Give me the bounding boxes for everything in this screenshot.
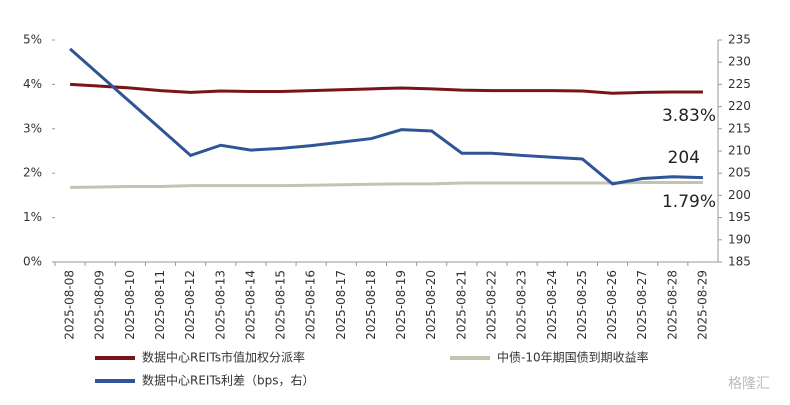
series-line [69,47,703,186]
x-tick-label: 2025-08-16 [304,270,318,340]
legend-label: 数据中心REITs市值加权分派率 [142,350,305,365]
legend-label: 数据中心REITs利差（bps，右） [142,373,315,388]
y-tick-label: 3% [23,121,42,135]
x-tick-label: 2025-08-26 [605,270,619,340]
annotation: 3.83% [662,106,716,126]
x-tick-label: 2025-08-20 [424,270,438,340]
x-tick-label: 2025-08-18 [364,270,378,340]
x-tick-label: 2025-08-08 [63,270,77,340]
x-tick-label: 2025-08-13 [213,270,227,340]
y2-tick-label: 235 [728,33,751,47]
y-tick-label: 1% [23,210,42,224]
x-tick-label: 2025-08-15 [274,270,288,340]
x-tick-label: 2025-08-21 [454,270,468,340]
y2-tick-label: 205 [728,166,751,180]
y-tick-label: 4% [23,77,42,91]
y2-tick-label: 225 [728,77,751,91]
x-tick-label: 2025-08-14 [243,270,257,340]
y2-tick-label: 220 [728,99,751,113]
x-tick-label: 2025-08-27 [635,270,649,340]
y-tick-label: 0% [23,255,42,269]
x-tick-label: 2025-08-24 [545,270,559,340]
watermark: 格隆汇 [728,376,770,392]
y-tick-label: 5% [23,33,42,47]
annotation: 1.79% [662,192,716,212]
x-tick-label: 2025-08-29 [695,270,709,340]
x-tick-label: 2025-08-11 [153,270,167,340]
y2-tick-label: 195 [728,210,751,224]
x-tick-label: 2025-08-25 [575,270,589,340]
annotation: 204 [668,148,700,168]
x-tick-label: 2025-08-17 [334,270,348,340]
y2-tick-label: 210 [728,144,751,158]
x-tick-label: 2025-08-19 [394,270,408,340]
y-tick-label: 2% [23,166,42,180]
x-tick-label: 2025-08-10 [123,270,137,340]
legend-label: 中债-10年期国债到期收益率 [497,350,649,365]
x-tick-label: 2025-08-22 [484,270,498,340]
series-line [69,82,703,95]
x-tick-label: 2025-08-23 [515,270,529,340]
y2-tick-label: 230 [728,55,751,69]
series-line [70,181,703,189]
x-tick-label: 2025-08-12 [183,270,197,340]
x-tick-label: 2025-08-28 [665,270,679,340]
y2-tick-label: 185 [728,255,751,269]
y2-tick-label: 190 [728,232,751,246]
y2-tick-label: 200 [728,188,751,202]
x-tick-label: 2025-08-09 [93,270,107,340]
y2-tick-label: 215 [728,121,751,135]
